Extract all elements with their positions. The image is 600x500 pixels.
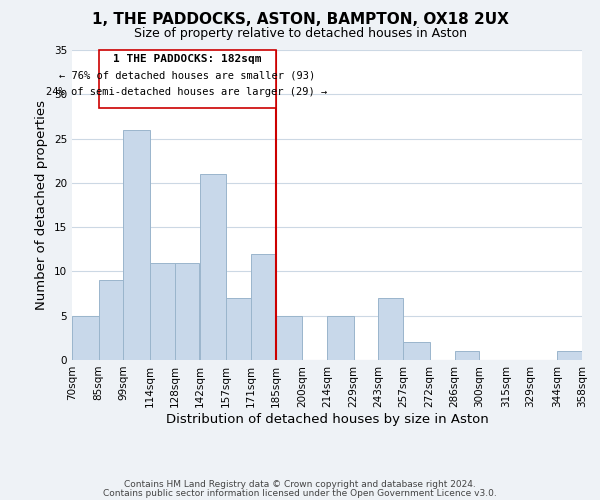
Text: 24% of semi-detached houses are larger (29) →: 24% of semi-detached houses are larger (… (46, 88, 328, 98)
Bar (275, 316, 302, 360)
Text: Size of property relative to detached houses in Aston: Size of property relative to detached ho… (133, 28, 467, 40)
Bar (327, 316, 353, 360)
Text: 1 THE PADDOCKS: 182sqm: 1 THE PADDOCKS: 182sqm (113, 54, 262, 64)
Bar (199, 174, 226, 360)
Bar (175, 262, 199, 360)
Text: 1, THE PADDOCKS, ASTON, BAMPTON, OX18 2UX: 1, THE PADDOCKS, ASTON, BAMPTON, OX18 2U… (92, 12, 508, 28)
Bar (98, 280, 124, 360)
Text: ← 76% of detached houses are smaller (93): ← 76% of detached houses are smaller (93… (59, 71, 315, 81)
FancyBboxPatch shape (98, 50, 275, 108)
Bar (403, 342, 430, 360)
Bar (150, 262, 175, 360)
Bar (72, 316, 98, 360)
X-axis label: Distribution of detached houses by size in Aston: Distribution of detached houses by size … (166, 412, 488, 426)
Text: Contains HM Land Registry data © Crown copyright and database right 2024.: Contains HM Land Registry data © Crown c… (124, 480, 476, 489)
Bar (124, 130, 150, 360)
Y-axis label: Number of detached properties: Number of detached properties (35, 100, 49, 310)
Bar (226, 298, 251, 360)
Bar (251, 254, 275, 360)
Bar (557, 351, 582, 360)
Bar (379, 298, 403, 360)
Text: Contains public sector information licensed under the Open Government Licence v3: Contains public sector information licen… (103, 488, 497, 498)
Bar (455, 351, 479, 360)
